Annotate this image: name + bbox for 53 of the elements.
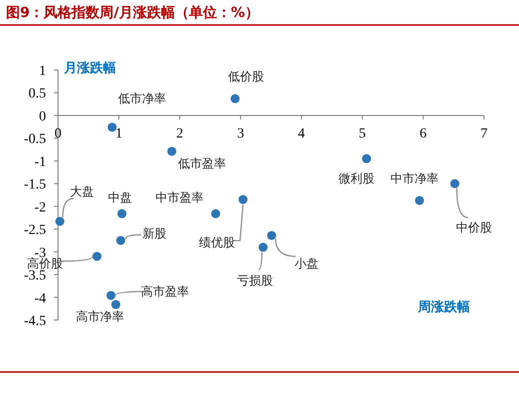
x-tick-label: 1	[115, 126, 122, 142]
y-tick-label: -2.5	[24, 223, 46, 238]
point	[230, 94, 240, 104]
point	[55, 216, 64, 226]
x-tick-label: 0	[54, 126, 62, 142]
annotation: 中市净率	[390, 171, 438, 186]
annotation: 低市盈率	[178, 156, 226, 170]
y-tick-label: -1	[34, 154, 46, 170]
y-tick-label: -0.5	[24, 132, 46, 148]
point	[92, 252, 102, 261]
annotation: 中盘	[108, 190, 132, 205]
x-tick-label: 2	[176, 126, 184, 142]
annotation: 小盘	[294, 256, 319, 270]
y-tick-label: -1.5	[24, 178, 46, 193]
y-tick-label: -2	[34, 200, 46, 216]
point	[167, 146, 176, 156]
point	[116, 236, 126, 245]
annotation: 大盘	[70, 184, 94, 198]
annotation: 高市净率	[76, 310, 124, 324]
point	[211, 209, 220, 218]
x-tick-label: 4	[298, 126, 305, 142]
x-tick-label: 5	[358, 126, 366, 142]
point	[238, 195, 248, 204]
x-tick-label: 6	[420, 126, 427, 142]
annotation: 新股	[142, 226, 167, 240]
point	[258, 242, 268, 252]
x-tick-label: 3	[237, 126, 244, 142]
point	[108, 122, 117, 132]
y-tick-label: -3.5	[24, 268, 46, 284]
y-axis-title: 月涨跌幅	[63, 61, 116, 76]
annotation: 亏损股	[237, 273, 274, 288]
annotation: 微利股	[338, 172, 375, 186]
point	[362, 154, 372, 164]
y-tick-label: -4.5	[24, 314, 46, 329]
annotation: 中市盈率	[156, 190, 204, 205]
point	[117, 209, 126, 218]
point	[111, 300, 120, 310]
chart-title: 图9：风格指数周/月涨跌幅（单位：%）	[6, 5, 259, 21]
y-tick-label: 0	[39, 109, 46, 124]
annotation: 绩优股	[199, 236, 236, 250]
y-tick-label: -4	[34, 291, 46, 306]
annotation: 中价股	[456, 220, 492, 235]
point	[450, 179, 460, 188]
x-axis-title: 周涨跌幅	[417, 300, 470, 315]
annotation: 高市盈率	[140, 284, 189, 298]
point	[267, 230, 276, 240]
y-tick-label: 0.5	[28, 86, 46, 102]
x-tick-label: 7	[480, 126, 488, 142]
point	[414, 196, 424, 205]
y-tick-label: 1	[39, 64, 46, 79]
annotation: 低价股	[228, 70, 264, 84]
point	[106, 290, 116, 300]
annotation: 低市净率	[118, 91, 166, 106]
